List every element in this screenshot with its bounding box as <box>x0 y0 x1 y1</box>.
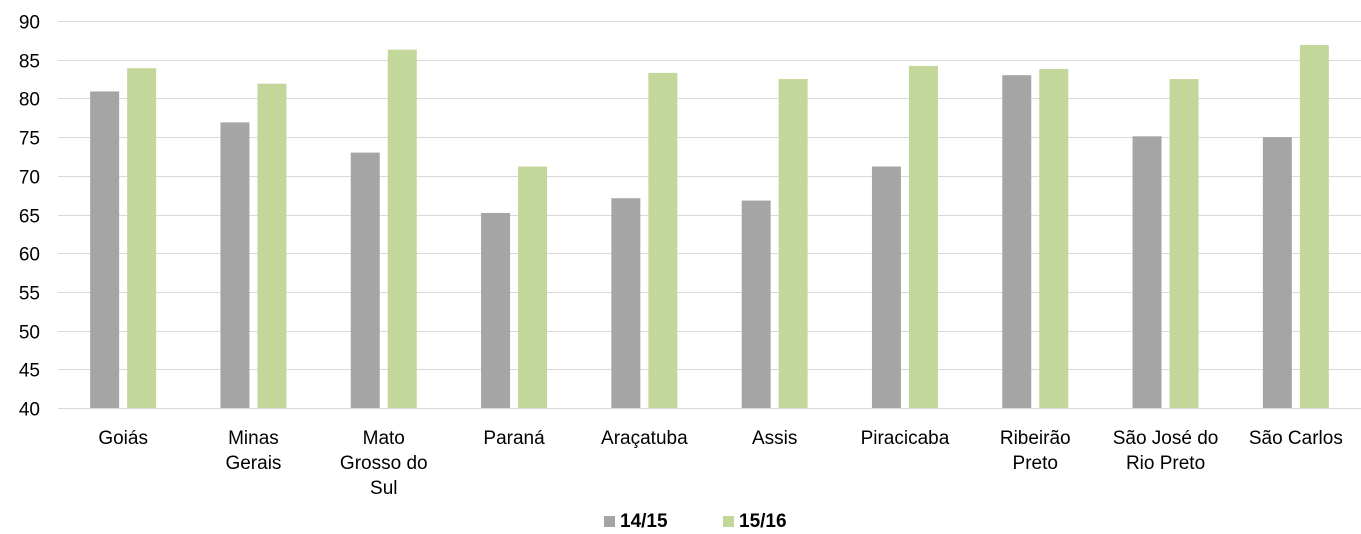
category-label: Minas Gerais <box>225 428 281 474</box>
category-label: Ribeirão Preto <box>1000 428 1071 474</box>
legend-swatch-15-16 <box>723 516 734 527</box>
bar-14-15-1 <box>220 122 250 408</box>
bar-15-16-3 <box>518 166 548 408</box>
gridlines <box>58 21 1361 409</box>
legend-label-14-15: 14/15 <box>620 511 668 532</box>
bar-14-15-4 <box>611 198 641 408</box>
legend-label-15-16: 15/16 <box>739 511 787 532</box>
y-tick-label: 85 <box>19 52 40 73</box>
bar-15-16-2 <box>387 49 417 408</box>
y-tick-label: 75 <box>19 129 40 150</box>
y-tick-label: 55 <box>19 284 40 305</box>
x-axis-categories: Goiás Minas Gerais Mato Grosso do Sul Paraná Ar… <box>98 428 1343 499</box>
bar-14-15-5 <box>741 200 771 408</box>
legend: 14/15 15/16 <box>604 511 787 532</box>
category-label: Araçatuba <box>601 428 688 449</box>
bar-14-15-2 <box>350 152 380 408</box>
bar-15-16-5 <box>778 79 808 409</box>
y-tick-label: 80 <box>19 90 40 111</box>
category-label: São José do Rio Preto <box>1113 428 1219 474</box>
bar-15-16-4 <box>648 72 678 409</box>
legend-swatch-14-15 <box>604 516 615 527</box>
bar-15-16-8 <box>1169 79 1199 409</box>
bar-14-15-0 <box>90 91 120 409</box>
bar-14-15-6 <box>871 166 901 408</box>
y-tick-label: 90 <box>19 13 40 34</box>
y-tick-label: 40 <box>19 400 40 421</box>
bar-14-15-3 <box>481 212 511 408</box>
y-tick-label: 50 <box>19 323 40 344</box>
category-label: São Carlos <box>1249 428 1343 449</box>
y-tick-label: 45 <box>19 361 40 382</box>
category-label: Goiás <box>98 428 148 449</box>
y-tick-label: 60 <box>19 245 40 266</box>
bar-15-16-6 <box>908 65 938 408</box>
category-label: Paraná <box>483 428 545 449</box>
bar-14-15-8 <box>1132 136 1162 408</box>
bar-14-15-7 <box>1002 75 1032 409</box>
y-axis-ticks: 40 45 50 55 60 65 70 75 80 85 90 <box>19 13 40 421</box>
category-label: Assis <box>752 428 797 449</box>
y-tick-label: 65 <box>19 207 40 228</box>
bar-15-16-0 <box>127 68 157 409</box>
bar-15-16-7 <box>1039 68 1069 409</box>
bar-15-16-9 <box>1299 44 1329 409</box>
bars <box>90 44 1329 409</box>
bar-15-16-1 <box>257 83 287 408</box>
y-tick-label: 70 <box>19 168 40 189</box>
category-label: Mato Grosso do Sul <box>340 428 428 499</box>
bar-14-15-9 <box>1262 137 1292 408</box>
category-label: Piracicaba <box>861 428 950 449</box>
